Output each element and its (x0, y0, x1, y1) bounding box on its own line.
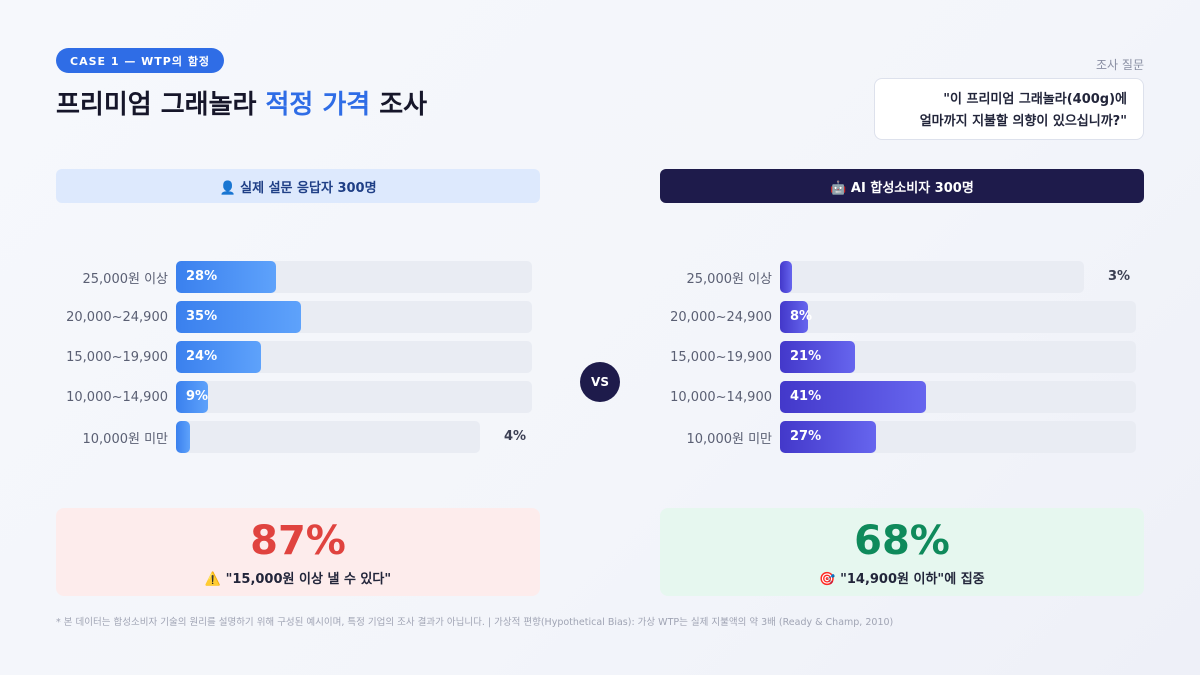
ai-bar-track: 27% (780, 421, 1136, 453)
title-post: 조사 (370, 90, 428, 120)
real-bar-value: 9% (186, 389, 209, 404)
ai-bar-track: 41% (780, 381, 1136, 413)
question-label: 조사 질문 (1096, 58, 1144, 72)
real-bar (176, 301, 301, 333)
real-bar-track: 24% (176, 341, 532, 373)
ai-bar-value: 41% (790, 389, 822, 404)
real-bar-track: 28% (176, 261, 532, 293)
ai-result-card: 68% 🎯 "14,900원 이하"에 집중 (660, 508, 1144, 596)
real-bar-track: 9% (176, 381, 532, 413)
real-bar-value: 28% (186, 269, 218, 284)
real-bar-row: 25,000원 이상 28% (56, 261, 532, 293)
real-respondents-header: 👤 실제 설문 응답자 300명 (56, 169, 540, 203)
ai-category-label: 15,000~19,900 (670, 349, 772, 365)
title-pre: 프리미엄 그래놀라 (56, 90, 266, 120)
real-bar-row: 20,000~24,900 35% (56, 301, 532, 333)
ai-bar-row: 25,000원 이상 3% (660, 261, 1130, 293)
real-category-label: 10,000~14,900 (66, 389, 168, 405)
ai-consumers-header: 🤖 AI 합성소비자 300명 (660, 169, 1144, 203)
ai-bar-value: 3% (1108, 269, 1131, 284)
real-bar (176, 381, 209, 413)
real-bar-value: 35% (186, 309, 218, 324)
ai-bar-track: 8% (780, 301, 1136, 333)
ai-bar-value: 8% (790, 309, 813, 324)
ai-bar (780, 261, 792, 293)
real-category-label: 15,000~19,900 (66, 349, 168, 365)
case-badge: CASE 1 — WTP의 함정 (56, 48, 225, 73)
real-bar-row: 15,000~19,900 24% (56, 341, 532, 373)
title-accent: 적정 가격 (265, 90, 371, 120)
vs-badge: VS (580, 362, 620, 402)
ai-result-caption: 🎯 "14,900원 이하"에 집중 (819, 572, 985, 587)
question-line-1: "이 프리미엄 그래놀라(400g)에 (943, 92, 1127, 107)
ai-bar (780, 301, 809, 333)
ai-bar-row: 10,000원 미만 27% (660, 421, 1136, 453)
real-bar (176, 421, 191, 453)
real-category-label: 25,000원 이상 (82, 271, 169, 287)
real-result-caption: ⚠️ "15,000원 이상 낼 수 있다" (204, 572, 392, 587)
ai-bar-row: 20,000~24,900 8% (660, 301, 1136, 333)
real-bar-track: 35% (176, 301, 532, 333)
ai-category-label: 10,000원 미만 (686, 431, 773, 447)
real-category-label: 20,000~24,900 (66, 309, 168, 325)
ai-bar-value: 27% (790, 429, 822, 444)
real-bar (176, 341, 262, 373)
ai-bar-value: 21% (790, 349, 822, 364)
ai-bar-track: 21% (780, 341, 1136, 373)
real-bar-value: 24% (186, 349, 218, 364)
real-bar (176, 261, 276, 293)
real-result-value: 87% (250, 518, 346, 564)
ai-category-label: 25,000원 이상 (686, 271, 773, 287)
ai-bar-track (780, 261, 1084, 293)
ai-bar (780, 381, 926, 413)
real-bar-row: 10,000원 미만 4% (56, 421, 526, 453)
ai-bar-row: 10,000~14,900 41% (660, 381, 1136, 413)
real-bar-row: 10,000~14,900 9% (56, 381, 532, 413)
real-bar-track (176, 421, 480, 453)
footnote: * 본 데이터는 합성소비자 기술의 원리를 설명하기 위해 구성된 예시이며,… (56, 617, 894, 628)
real-result-card: 87% ⚠️ "15,000원 이상 낼 수 있다" (56, 508, 540, 596)
real-category-label: 10,000원 미만 (82, 431, 169, 447)
question-box: "이 프리미엄 그래놀라(400g)에 얼마까지 지불할 의향이 있으십니까?" (874, 78, 1144, 140)
ai-result-value: 68% (854, 518, 950, 564)
ai-bar (780, 341, 855, 373)
ai-category-label: 10,000~14,900 (670, 389, 772, 405)
ai-bar-row: 15,000~19,900 21% (660, 341, 1136, 373)
ai-bar (780, 421, 877, 453)
question-line-2: 얼마까지 지불할 의향이 있으십니까?" (919, 114, 1127, 129)
ai-category-label: 20,000~24,900 (670, 309, 772, 325)
real-bar-value: 4% (504, 429, 527, 444)
page-title: 프리미엄 그래놀라 적정 가격 조사 (56, 84, 427, 121)
